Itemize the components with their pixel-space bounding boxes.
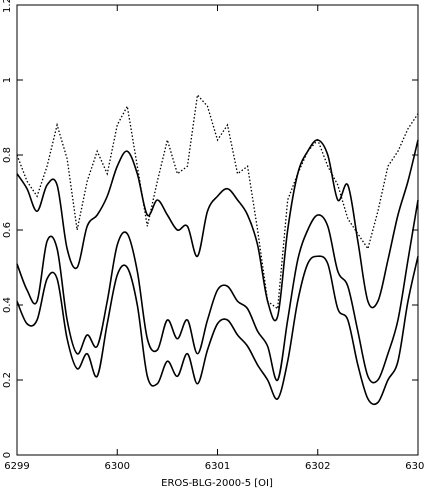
x-tick-label: 6300 (105, 461, 130, 472)
y-tick-label: 0.4 (2, 297, 13, 313)
line (16, 255, 419, 406)
x-tick-label: 6301 (205, 461, 230, 472)
x-axis-label: EROS-BLG-2000-5 [OI] (161, 478, 273, 489)
y-tick-label: 0.6 (2, 222, 13, 238)
line (16, 199, 419, 384)
line (16, 139, 419, 322)
y-tick-label: 1 (2, 77, 13, 83)
y-tick-label: 0 (2, 452, 13, 458)
y-tick-label: 0.2 (2, 372, 13, 388)
x-tick-label: 6299 (4, 461, 29, 472)
x-tick-label: 6303 (405, 461, 424, 472)
y-tick-label: 1.2 (2, 0, 13, 13)
dotted-line (16, 93, 419, 310)
plot-frame (16, 4, 419, 456)
x-tick-label: 6302 (305, 461, 330, 472)
y-tick-label: 0.8 (2, 147, 13, 163)
